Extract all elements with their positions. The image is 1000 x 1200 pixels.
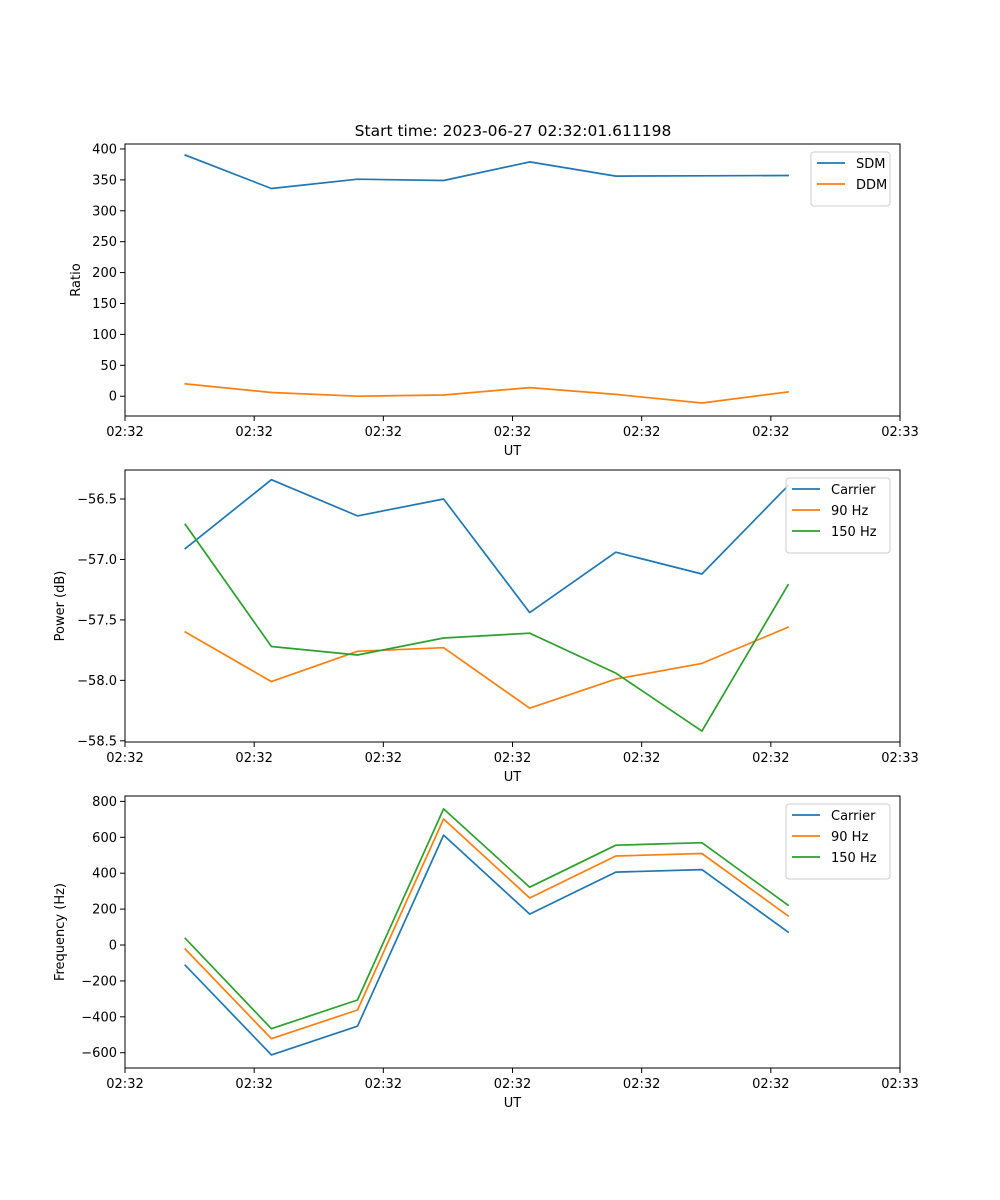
y-tick-label: 0 (109, 390, 117, 405)
series-line-90-hz (184, 818, 790, 1040)
y-tick-label: −200 (81, 974, 117, 989)
y-tick-label: −57.0 (77, 553, 117, 568)
subplot-3: 02:32 02:32 02:32 02:32 02:32 02:32 02:33 −600 −… (53, 795, 919, 1111)
y-tick-label: 100 (92, 328, 117, 343)
x-tick-label: 02:32 (494, 425, 531, 440)
y-tick-label: 150 (92, 297, 117, 312)
y-tick-label: −56.5 (77, 493, 117, 508)
x-tick-label: 02:32 (235, 425, 272, 440)
y-tick-label: 250 (92, 235, 117, 250)
legend-label: 150 Hz (831, 525, 877, 540)
x-tick-label: 02:32 (106, 425, 143, 440)
series-line-150-hz (184, 808, 790, 1030)
series-line-ddm (184, 382, 790, 404)
x-tick-label: 02:32 (623, 1077, 660, 1092)
y-tick-label: −400 (81, 1010, 117, 1025)
y-tick-label: 0 (109, 939, 117, 954)
x-tick-label: 02:32 (235, 751, 272, 766)
legend-label: 150 Hz (831, 851, 877, 866)
x-axis-label: UT (504, 1096, 522, 1111)
legend-label: DDM (856, 178, 887, 193)
x-tick-label: 02:32 (106, 751, 143, 766)
subplot-2: 02:32 02:32 02:32 02:32 02:32 02:32 02:33 −58.5… (53, 469, 919, 785)
axes-frame (124, 795, 901, 1069)
subplot-1: 02:32 02:32 02:32 02:32 02:32 02:32 02:33 0 50 10… (69, 142, 919, 459)
y-tick-label: 50 (100, 359, 117, 374)
x-tick-label: 02:33 (881, 751, 918, 766)
x-tick-label: 02:32 (752, 751, 789, 766)
x-tick-label: 02:32 (365, 425, 402, 440)
x-tick-label: 02:32 (494, 751, 531, 766)
x-tick-label: 02:33 (881, 1077, 918, 1092)
legend-frame (785, 477, 891, 554)
series-line-carrier (184, 478, 790, 614)
y-axis-label: Power (dB) (53, 571, 68, 642)
legend-label: SDM (856, 157, 885, 172)
y-axis-label: Ratio (69, 263, 84, 296)
series-line-carrier (184, 834, 790, 1056)
series-line-90-hz (184, 626, 790, 710)
x-tick-label: 02:32 (106, 1077, 143, 1092)
y-tick-label: −58.0 (77, 674, 117, 689)
legend-label: Carrier (831, 483, 876, 498)
x-tick-label: 02:32 (752, 1077, 789, 1092)
legend-label: 90 Hz (831, 504, 868, 519)
y-tick-label: −600 (81, 1046, 117, 1061)
y-tick-label: 400 (92, 142, 117, 157)
legend-label: 90 Hz (831, 830, 868, 845)
y-tick-label: 300 (92, 204, 117, 219)
legend-label: Carrier (831, 809, 876, 824)
figure-title: Start time: 2023-06-27 02:32:01.611198 (355, 122, 672, 140)
x-tick-label: 02:32 (235, 1077, 272, 1092)
series-line-150-hz (184, 523, 790, 732)
y-tick-label: 400 (92, 867, 117, 882)
x-axis-label: UT (504, 770, 522, 785)
x-tick-label: 02:33 (881, 425, 918, 440)
y-tick-label: 350 (92, 173, 117, 188)
y-axis-label: Frequency (Hz) (53, 883, 68, 981)
y-tick-label: −58.5 (77, 734, 117, 749)
x-tick-label: 02:32 (623, 751, 660, 766)
subplots: 02:32 02:32 02:32 02:32 02:32 02:32 02:33 0 50 10… (53, 142, 919, 1111)
x-tick-label: 02:32 (365, 1077, 402, 1092)
y-tick-label: 200 (92, 903, 117, 918)
y-tick-label: 200 (92, 266, 117, 281)
y-tick-label: 600 (92, 831, 117, 846)
legend-frame (810, 151, 891, 207)
axes-frame (124, 469, 901, 743)
series-line-sdm (184, 154, 789, 190)
legend: Carrier 90 Hz 150 Hz (785, 803, 891, 880)
legend: Carrier 90 Hz 150 Hz (785, 477, 891, 554)
x-tick-label: 02:32 (623, 425, 660, 440)
y-tick-label: −57.5 (77, 613, 117, 628)
legend: SDM DDM (810, 151, 891, 207)
axes-frame (124, 143, 901, 417)
x-axis-label: UT (504, 444, 522, 459)
legend-frame (785, 803, 891, 880)
x-tick-label: 02:32 (494, 1077, 531, 1092)
x-tick-label: 02:32 (365, 751, 402, 766)
y-tick-label: 800 (92, 795, 117, 810)
x-tick-label: 02:32 (752, 425, 789, 440)
